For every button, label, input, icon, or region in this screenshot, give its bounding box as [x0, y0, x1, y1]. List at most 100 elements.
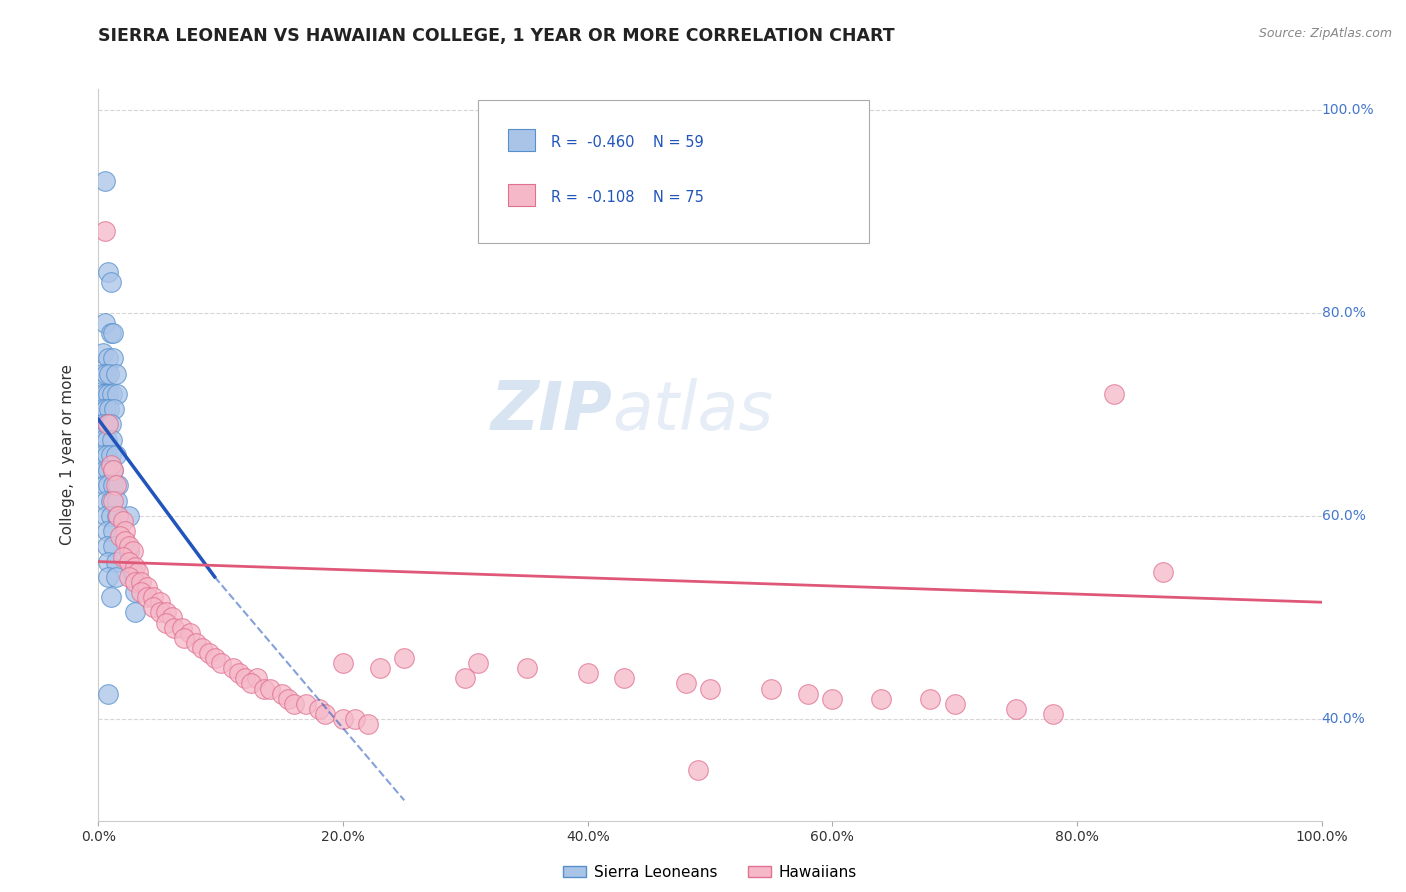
Point [142, 590, 165, 604]
Point [295, 697, 318, 711]
Point [186, 636, 208, 650]
Point [93, 224, 115, 238]
Point [1004, 702, 1026, 716]
Point [96, 539, 118, 553]
Point [101, 478, 124, 492]
Point [107, 508, 129, 523]
Point [94, 493, 117, 508]
Point [110, 529, 132, 543]
Point [170, 621, 193, 635]
Point [204, 651, 226, 665]
Text: Source: ZipAtlas.com: Source: ZipAtlas.com [1258, 27, 1392, 40]
Point [107, 478, 129, 492]
Bar [508, 184, 536, 206]
Point [101, 351, 124, 366]
Point [101, 539, 124, 553]
Point [1042, 706, 1064, 721]
Point [98, 402, 121, 417]
Point [675, 676, 697, 690]
Text: 60.0%: 60.0% [1322, 508, 1365, 523]
Point [105, 387, 128, 401]
Point [246, 672, 269, 686]
Point [160, 610, 183, 624]
Point [101, 463, 124, 477]
Text: ZIP: ZIP [491, 378, 612, 444]
Point [100, 326, 122, 340]
Point [124, 559, 146, 574]
Point [94, 367, 117, 381]
Text: 80.0%: 80.0% [1322, 306, 1365, 319]
Point [240, 676, 263, 690]
Point [101, 326, 124, 340]
Point [94, 402, 117, 417]
Point [699, 681, 721, 696]
Point [96, 433, 118, 447]
Point [96, 448, 118, 462]
Point [454, 672, 477, 686]
Point [100, 458, 122, 472]
Point [124, 606, 146, 620]
Point [97, 417, 120, 432]
Point [163, 621, 186, 635]
Point [101, 463, 124, 477]
Point [344, 712, 367, 726]
Point [91, 367, 114, 381]
Point [100, 508, 122, 523]
Text: R =  -0.108    N = 75: R = -0.108 N = 75 [551, 190, 704, 205]
Point [149, 606, 172, 620]
Point [149, 595, 172, 609]
Point [93, 173, 115, 187]
Point [91, 346, 114, 360]
Text: R =  -0.460    N = 59: R = -0.460 N = 59 [551, 135, 704, 150]
Point [91, 387, 114, 401]
Point [124, 585, 146, 599]
Point [155, 606, 177, 620]
Point [197, 646, 219, 660]
Point [100, 417, 122, 432]
Point [97, 463, 120, 477]
Point [91, 433, 114, 447]
Point [97, 351, 120, 366]
Point [104, 448, 127, 462]
Point [114, 524, 136, 538]
Point [308, 702, 330, 716]
Point [94, 508, 117, 523]
Point [1152, 565, 1174, 579]
Point [332, 712, 354, 726]
Point [124, 574, 146, 589]
FancyBboxPatch shape [478, 100, 869, 243]
Point [821, 691, 844, 706]
Point [1102, 387, 1125, 401]
Point [105, 508, 128, 523]
Point [91, 417, 114, 432]
Point [104, 367, 127, 381]
Point [97, 687, 120, 701]
Point [111, 514, 134, 528]
Point [179, 625, 201, 640]
Point [870, 691, 893, 706]
Point [576, 666, 599, 681]
Point [233, 672, 256, 686]
Point [222, 661, 245, 675]
Point [259, 681, 281, 696]
Point [173, 631, 195, 645]
Point [142, 600, 165, 615]
Point [98, 367, 121, 381]
Point [761, 681, 783, 696]
Point [97, 387, 120, 401]
Point [101, 387, 124, 401]
Point [118, 539, 141, 553]
Point [943, 697, 966, 711]
Point [97, 265, 120, 279]
Point [100, 493, 122, 508]
Point [101, 524, 124, 538]
Text: atlas: atlas [612, 378, 773, 444]
Point [392, 651, 416, 665]
Point [105, 493, 128, 508]
Point [93, 387, 115, 401]
Point [100, 275, 122, 289]
Point [136, 590, 159, 604]
Text: SIERRA LEONEAN VS HAWAIIAN COLLEGE, 1 YEAR OR MORE CORRELATION CHART: SIERRA LEONEAN VS HAWAIIAN COLLEGE, 1 YE… [98, 27, 896, 45]
Point [111, 549, 134, 564]
Text: 100.0%: 100.0% [1322, 103, 1374, 117]
